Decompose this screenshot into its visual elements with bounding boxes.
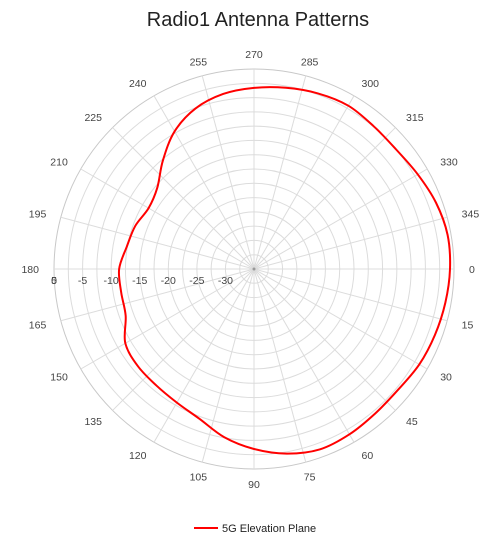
- radial-tick-label: 5: [51, 275, 57, 287]
- radial-tick-label: -25: [189, 275, 204, 287]
- angle-tick-label: 120: [129, 450, 147, 462]
- grid-spoke: [253, 268, 428, 370]
- angle-tick-label: 105: [190, 472, 208, 484]
- angle-tick-label: 210: [50, 157, 68, 169]
- legend: 5G Elevation Plane: [194, 523, 316, 535]
- grid-spoke: [253, 75, 307, 270]
- angle-tick-label: 285: [301, 56, 319, 68]
- radial-tick-label: -5: [78, 275, 87, 287]
- grid-spoke: [201, 75, 255, 270]
- chart-title: Radio1 Antenna Patterns: [147, 9, 369, 31]
- grid-spoke: [60, 268, 255, 322]
- angle-tick-label: 135: [84, 416, 102, 428]
- grid-spoke: [253, 216, 448, 270]
- angle-tick-label: 180: [21, 264, 39, 276]
- angle-tick-label: 345: [462, 208, 480, 220]
- grid-spoke: [153, 268, 255, 443]
- radial-tick-label: -15: [132, 275, 147, 287]
- angle-tick-label: 300: [362, 78, 380, 90]
- angle-tick-label: 195: [29, 208, 47, 220]
- grid-spoke: [253, 168, 428, 270]
- angle-tick-label: 255: [190, 56, 208, 68]
- legend-label: 5G Elevation Plane: [222, 523, 316, 535]
- radial-tick-label: 0: [51, 275, 57, 287]
- angle-tick-label: 0: [469, 264, 475, 276]
- radial-tick-label: -10: [104, 275, 119, 287]
- series-line-5g-elevation-plane: [117, 86, 452, 455]
- grid-spoke: [253, 127, 396, 270]
- angle-tick-label: 45: [406, 416, 418, 428]
- grid-spoke: [80, 268, 255, 370]
- grid-spoke: [253, 95, 355, 270]
- radial-tick-label: -30: [218, 275, 233, 287]
- angular-grid: [54, 69, 454, 469]
- grid-spoke: [80, 168, 255, 270]
- grid-spoke: [112, 127, 255, 270]
- angle-tick-label: 270: [245, 49, 263, 61]
- grid-spoke: [253, 268, 448, 322]
- angle-tick-label: 330: [440, 157, 458, 169]
- grid-spoke: [153, 95, 255, 270]
- grid-spoke: [253, 268, 396, 411]
- grid-spoke: [253, 268, 355, 443]
- angle-tick-label: 315: [406, 112, 424, 124]
- angle-tick-label: 225: [84, 112, 102, 124]
- angle-tick-label: 150: [50, 372, 68, 384]
- radial-tick-label: -20: [161, 275, 176, 287]
- angle-tick-label: 15: [462, 320, 474, 332]
- angle-tick-label: 165: [29, 320, 47, 332]
- grid-spoke: [60, 216, 255, 270]
- radial-tick-labels: 50 -5 -10 -15 -20 -25 -30: [51, 267, 256, 287]
- angle-tick-label: 75: [304, 472, 316, 484]
- center-dot: [252, 267, 256, 271]
- grid-spoke: [112, 268, 255, 411]
- angle-tick-label: 30: [440, 372, 452, 384]
- grid-spoke: [201, 268, 255, 463]
- angle-tick-label: 90: [248, 479, 260, 491]
- angle-tick-label: 60: [362, 450, 374, 462]
- grid-spoke: [253, 268, 307, 463]
- angular-tick-labels: 0 15 30 45 60 75 90 105 120 135 150 165 180 195 210 225…: [21, 49, 479, 491]
- angle-tick-label: 240: [129, 78, 147, 90]
